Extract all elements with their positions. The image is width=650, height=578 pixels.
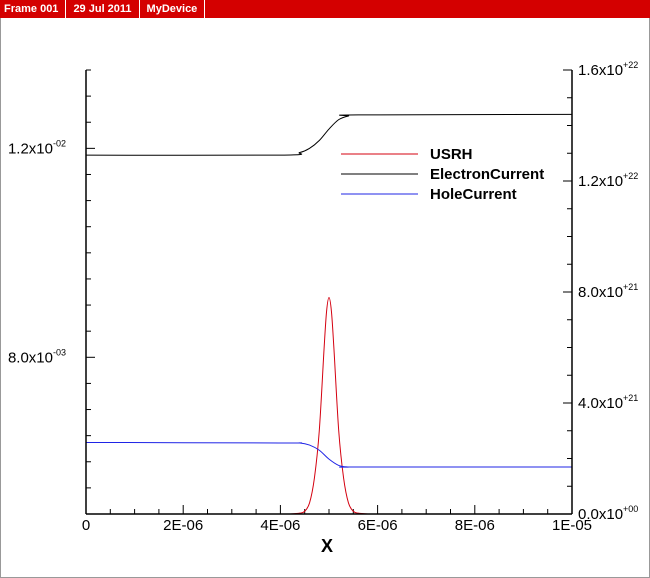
date-label: 29 Jul 2011 bbox=[66, 0, 140, 18]
left-tick-label: 8.0x10-03 bbox=[8, 347, 66, 366]
right-tick-label: 0.0x10+00 bbox=[578, 504, 638, 523]
series-line-electroncurrent bbox=[85, 113, 573, 156]
left-tick-label: 1.2x10-02 bbox=[8, 138, 66, 157]
curves-group bbox=[85, 113, 573, 515]
tick-labels-group: 0 2E-06 4E-06 6E-06 8E-06 1E-05 1.2x10-02 8.0x1… bbox=[8, 60, 638, 534]
right-tick-label: 8.0x10+21 bbox=[578, 282, 638, 301]
legend-label-usrh: USRH bbox=[430, 146, 473, 163]
x-tick-label: 6E-06 bbox=[358, 517, 398, 534]
frame-header: Frame 001 29 Jul 2011 MyDevice bbox=[0, 0, 650, 18]
x-axis-title: X bbox=[321, 536, 333, 556]
device-label: MyDevice bbox=[140, 0, 206, 18]
right-tick-label: 4.0x10+21 bbox=[578, 393, 638, 412]
series-line-usrh bbox=[85, 297, 573, 515]
axes-group bbox=[85, 70, 573, 515]
legend-label-electroncurrent: ElectronCurrent bbox=[430, 166, 544, 183]
x-tick-label: 4E-06 bbox=[260, 517, 300, 534]
frame-label: Frame 001 bbox=[0, 0, 67, 18]
legend-label-holecurrent: HoleCurrent bbox=[430, 186, 517, 203]
x-tick-label: 8E-06 bbox=[455, 517, 495, 534]
series-line-holecurrent bbox=[85, 441, 572, 468]
legend: USRH ElectronCurrent HoleCurrent bbox=[341, 146, 544, 203]
right-tick-label: 1.6x10+22 bbox=[578, 60, 638, 79]
x-tick-label: 2E-06 bbox=[163, 517, 203, 534]
x-tick-label: 0 bbox=[82, 517, 90, 534]
right-tick-label: 1.2x10+22 bbox=[578, 171, 638, 190]
minor-ticks-group bbox=[85, 69, 573, 515]
x-tick-label: 1E-05 bbox=[552, 517, 592, 534]
